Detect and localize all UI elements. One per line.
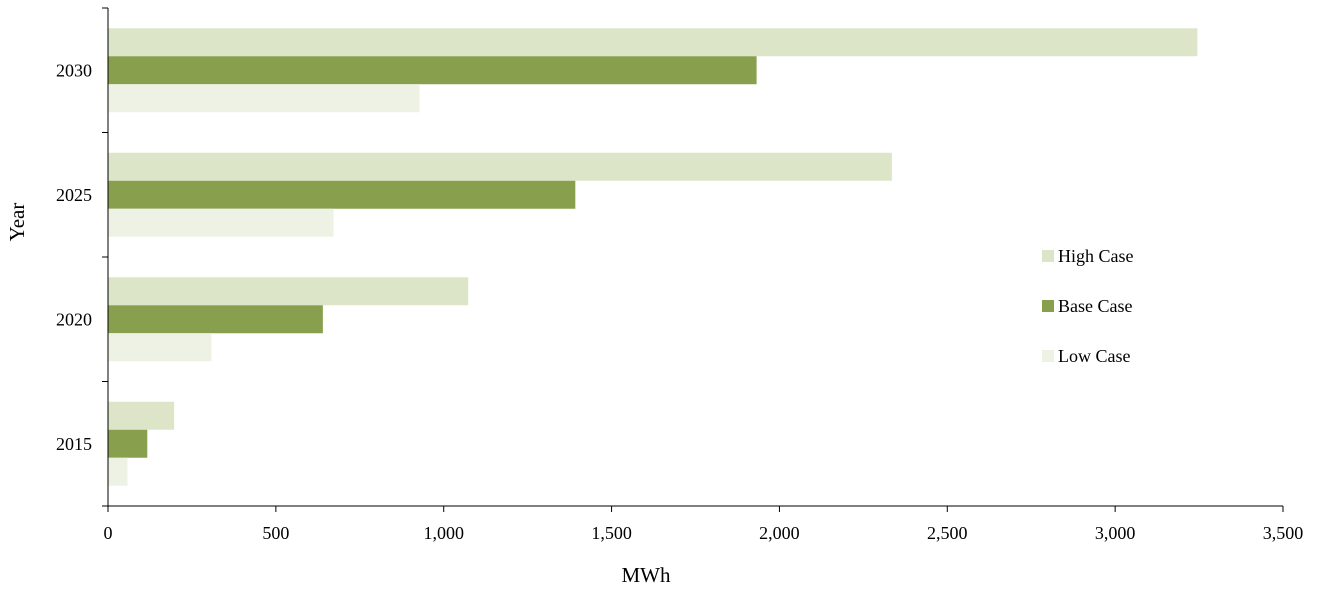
legend-swatch (1042, 250, 1054, 262)
y-tick-label: 2020 (56, 309, 92, 329)
legend-swatch (1042, 300, 1054, 312)
bar-low-case-2015 (108, 457, 128, 486)
x-tick-label: 0 (104, 523, 113, 543)
bar-high-case-2030 (108, 28, 1198, 57)
axes-group (102, 7, 1283, 507)
bar-base-case-2030 (108, 56, 757, 85)
legend-swatch (1042, 350, 1054, 362)
legend: High Case Base Case Low Case (1042, 246, 1134, 366)
bar-low-case-2020 (108, 333, 212, 362)
x-tick-label: 2,500 (927, 523, 968, 543)
x-tick-label: 3,000 (1095, 523, 1136, 543)
legend-label: High Case (1058, 246, 1134, 266)
bar-high-case-2025 (108, 152, 892, 181)
y-tick-label: 2015 (56, 434, 92, 454)
bar-low-case-2025 (108, 208, 334, 237)
x-tick-label: 2,000 (759, 523, 800, 543)
bar-base-case-2025 (108, 180, 576, 209)
x-tick-label: 3,500 (1263, 523, 1304, 543)
bar-low-case-2030 (108, 84, 420, 113)
y-ticks-group: 2015 2020 2025 2030 (56, 60, 92, 454)
legend-label: Base Case (1058, 296, 1132, 316)
bar-high-case-2020 (108, 277, 469, 306)
y-axis-title: Year (5, 203, 29, 242)
bar-base-case-2015 (108, 429, 148, 458)
bar-high-case-2015 (108, 401, 175, 430)
legend-label: Low Case (1058, 346, 1130, 366)
x-ticks-group: 0 500 1,000 1,500 2,000 2,500 3,000 3,500 (104, 506, 1304, 543)
y-tick-label: 2030 (56, 60, 92, 80)
x-tick-label: 500 (262, 523, 289, 543)
bar-base-case-2020 (108, 305, 323, 334)
x-tick-label: 1,500 (591, 523, 632, 543)
y-tick-label: 2025 (56, 185, 92, 205)
x-tick-label: 1,000 (423, 523, 464, 543)
x-axis-title: MWh (622, 563, 671, 587)
bars-group (108, 28, 1198, 486)
